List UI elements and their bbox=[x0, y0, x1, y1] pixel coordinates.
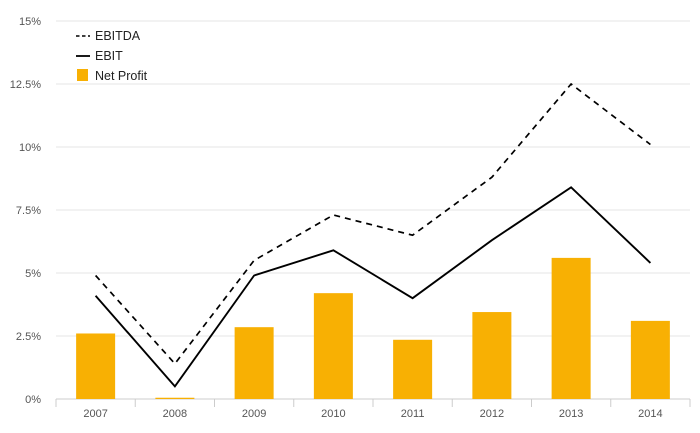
net-profit-bar[interactable] bbox=[630, 320, 670, 399]
net-profit-bar[interactable] bbox=[234, 327, 274, 399]
legend-item-ebit[interactable]: EBIT bbox=[76, 49, 123, 63]
x-tick-label: 2007 bbox=[83, 408, 107, 420]
y-tick-label: 2.5% bbox=[16, 331, 41, 343]
y-tick-label: 15% bbox=[19, 16, 41, 28]
net-profit-bar[interactable] bbox=[472, 312, 512, 399]
x-axis: 2007 2008 2009 2010 2011 2012 2013 2014 bbox=[55, 399, 691, 420]
y-axis: 0% 2.5% 5% 7.5% 10% 12.5% 15% bbox=[10, 16, 41, 406]
y-tick-label: 5% bbox=[25, 268, 41, 280]
y-tick-label: 10% bbox=[19, 142, 41, 154]
y-tick-label: 0% bbox=[25, 394, 41, 406]
legend-label-ebit: EBIT bbox=[95, 49, 123, 63]
y-tick-label: 7.5% bbox=[16, 205, 41, 217]
net-profit-bar[interactable] bbox=[551, 257, 591, 399]
net-profit-bar[interactable] bbox=[313, 293, 353, 399]
legend-label-net-profit: Net Profit bbox=[95, 69, 148, 83]
legend-item-ebitda[interactable]: EBITDA bbox=[76, 29, 141, 43]
net-profit-bar[interactable] bbox=[155, 397, 195, 399]
x-tick-label: 2010 bbox=[321, 408, 345, 420]
legend-swatch-net-profit bbox=[77, 69, 88, 81]
net-profit-bar[interactable] bbox=[76, 333, 116, 399]
x-tick-label: 2012 bbox=[480, 408, 504, 420]
legend-label-ebitda: EBITDA bbox=[95, 29, 141, 43]
x-tick-label: 2013 bbox=[559, 408, 583, 420]
grid-layer bbox=[56, 20, 690, 400]
x-tick-label: 2009 bbox=[242, 408, 266, 420]
x-tick-label: 2008 bbox=[163, 408, 187, 420]
ebit-line[interactable] bbox=[94, 186, 652, 388]
legend: EBITDA EBIT Net Profit bbox=[76, 29, 148, 83]
line-series bbox=[94, 82, 652, 388]
net-profit-bars bbox=[76, 257, 670, 399]
y-tick-label: 12.5% bbox=[10, 79, 41, 91]
legend-item-net-profit[interactable]: Net Profit bbox=[77, 69, 148, 83]
net-profit-bar[interactable] bbox=[393, 339, 433, 399]
x-tick-label: 2011 bbox=[401, 408, 425, 420]
x-tick-label: 2014 bbox=[638, 408, 662, 420]
